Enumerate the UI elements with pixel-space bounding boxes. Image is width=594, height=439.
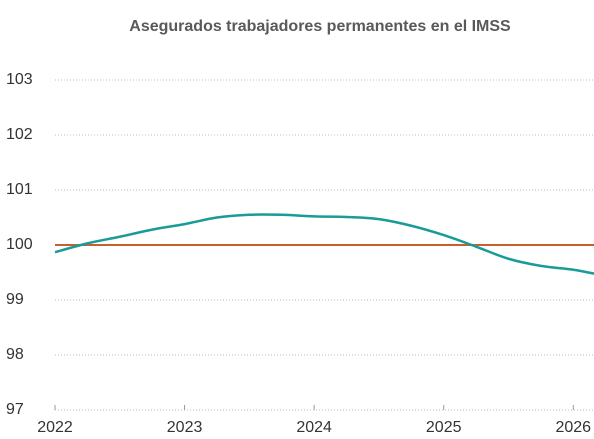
chart-title: Asegurados trabajadores permanentes en e… bbox=[129, 18, 511, 35]
y-tick-label: 103 bbox=[6, 71, 33, 88]
x-tick-label: 2026 bbox=[555, 419, 591, 436]
y-tick-label: 100 bbox=[6, 236, 33, 253]
series-line bbox=[54, 213, 594, 275]
y-tick-label: 99 bbox=[6, 291, 24, 308]
x-tick-label: 2024 bbox=[296, 419, 332, 436]
y-tick-label: 101 bbox=[6, 181, 33, 198]
y-tick-label: 102 bbox=[6, 126, 33, 143]
y-tick-label: 97 bbox=[6, 401, 24, 418]
x-tick-label: 2025 bbox=[426, 419, 462, 436]
x-tick-label: 2023 bbox=[167, 419, 203, 436]
y-tick-label: 98 bbox=[6, 346, 24, 363]
x-tick-label: 2022 bbox=[37, 419, 73, 436]
